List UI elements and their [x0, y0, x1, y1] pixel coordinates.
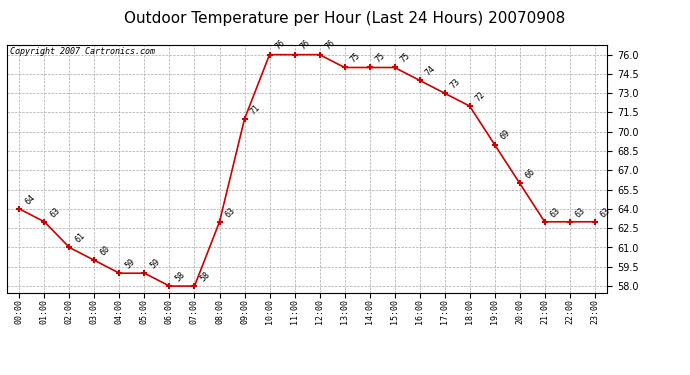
- Text: Outdoor Temperature per Hour (Last 24 Hours) 20070908: Outdoor Temperature per Hour (Last 24 Ho…: [124, 11, 566, 26]
- Text: 75: 75: [348, 51, 362, 65]
- Text: Copyright 2007 Cartronics.com: Copyright 2007 Cartronics.com: [10, 48, 155, 57]
- Text: 76: 76: [324, 38, 337, 52]
- Text: 71: 71: [248, 103, 262, 116]
- Text: 66: 66: [524, 167, 538, 180]
- Text: 63: 63: [48, 206, 62, 219]
- Text: 63: 63: [574, 206, 587, 219]
- Text: 75: 75: [374, 51, 387, 65]
- Text: 58: 58: [199, 270, 212, 283]
- Text: 61: 61: [74, 231, 87, 245]
- Text: 76: 76: [274, 38, 287, 52]
- Text: 63: 63: [549, 206, 562, 219]
- Text: 74: 74: [424, 64, 437, 78]
- Text: 75: 75: [399, 51, 412, 65]
- Text: 64: 64: [23, 193, 37, 206]
- Text: 63: 63: [224, 206, 237, 219]
- Text: 63: 63: [599, 206, 612, 219]
- Text: 76: 76: [299, 38, 312, 52]
- Text: 59: 59: [148, 257, 162, 270]
- Text: 69: 69: [499, 128, 512, 142]
- Text: 58: 58: [174, 270, 187, 283]
- Text: 73: 73: [448, 77, 462, 90]
- Text: 59: 59: [124, 257, 137, 270]
- Text: 60: 60: [99, 244, 112, 258]
- Text: 72: 72: [474, 90, 487, 103]
